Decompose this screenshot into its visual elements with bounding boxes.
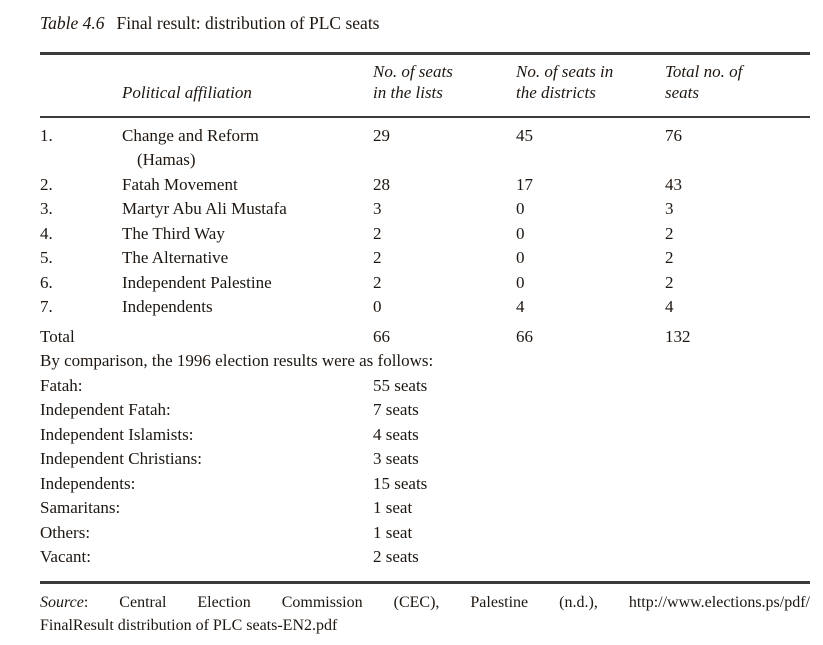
list-item: Independent Fatah: 7 seats xyxy=(40,398,810,423)
source-citation: Source: Central Election Commission (CEC… xyxy=(40,591,810,637)
table-row: 3. Martyr Abu Ali Mustafa 3 0 3 xyxy=(40,197,810,222)
comparison-label: Fatah: xyxy=(40,375,83,395)
row-seats-lists: 3 xyxy=(373,199,382,218)
list-item: Independent Christians: 3 seats xyxy=(40,447,810,472)
row-seats-districts: 17 xyxy=(516,174,533,194)
comparison-value: 1 seat xyxy=(373,498,413,517)
row-seats-total: 2 xyxy=(665,272,674,292)
table-row: 7. Independents 0 4 4 xyxy=(40,295,810,320)
row-number: 3. xyxy=(40,199,53,218)
total-seats-total: 132 xyxy=(665,326,691,346)
table-row: 5. The Alternative 2 0 2 xyxy=(40,246,810,271)
comparison-value: 2 seats xyxy=(373,547,419,566)
row-affiliation: Martyr Abu Ali Mustafa xyxy=(122,199,287,218)
row-seats-districts: 4 xyxy=(516,297,525,316)
row-seats-lists: 0 xyxy=(373,297,382,316)
row-number: 1. xyxy=(40,125,53,145)
row-seats-total: 43 xyxy=(665,174,682,194)
table-caption: Table 4.6 Final result: distribution of P… xyxy=(40,0,810,35)
row-seats-total: 2 xyxy=(665,248,674,267)
row-seats-total: 76 xyxy=(665,125,682,145)
row-seats-lists: 2 xyxy=(373,223,382,243)
header-political-affiliation: Political affiliation xyxy=(122,83,252,102)
page-content: Table 4.6 Final result: distribution of P… xyxy=(40,0,810,637)
table-row: 4. The Third Way 2 0 2 xyxy=(40,222,810,247)
list-item: Others: 1 seat xyxy=(40,521,810,546)
table-top-rule xyxy=(40,52,810,55)
comparison-value: 55 seats xyxy=(373,375,428,395)
row-seats-districts: 0 xyxy=(516,272,525,292)
table-bottom-rule xyxy=(40,580,810,584)
source-line-2: FinalResult distribution of PLC seats-EN… xyxy=(40,616,338,634)
source-label: Source xyxy=(40,593,84,611)
comparison-label: Vacant: xyxy=(40,547,91,566)
table-body: 1. Change and Reform (Hamas) 29 45 76 2.… xyxy=(40,118,810,320)
source-line-1: Source: Central Election Commission (CEC… xyxy=(40,591,810,614)
comparison-value: 4 seats xyxy=(373,424,419,444)
row-seats-lists: 2 xyxy=(373,272,382,292)
table-number: Table 4.6 xyxy=(40,13,105,33)
row-number: 7. xyxy=(40,297,53,316)
row-affiliation: The Alternative xyxy=(122,248,229,267)
total-label: Total xyxy=(40,326,75,346)
comparison-label: Samaritans: xyxy=(40,498,121,517)
table-total-row: Total 66 66 132 xyxy=(40,325,810,350)
table-row: 1. Change and Reform (Hamas) 29 45 76 xyxy=(40,124,810,173)
comparison-value: 7 seats xyxy=(373,400,419,419)
row-seats-districts: 0 xyxy=(516,199,525,218)
row-affiliation: Fatah Movement xyxy=(122,174,238,194)
comparison-label: Independent Islamists: xyxy=(40,424,194,444)
comparison-label: Others: xyxy=(40,522,91,542)
comparison-value: 3 seats xyxy=(373,449,419,468)
row-seats-lists: 2 xyxy=(373,248,382,267)
header-seats-districts: No. of seats in the districts xyxy=(516,62,614,102)
row-affiliation: The Third Way xyxy=(122,223,225,243)
row-number: 4. xyxy=(40,223,53,243)
row-affiliation: Independent Palestine xyxy=(122,272,272,292)
list-item: Vacant: 2 seats xyxy=(40,545,810,570)
row-seats-total: 4 xyxy=(665,297,674,316)
table-header-row: Political affiliation No. of seats in th… xyxy=(40,55,810,116)
row-seats-districts: 45 xyxy=(516,125,533,145)
comparison-label: Independent Christians: xyxy=(40,449,202,468)
comparison-label: Independent Fatah: xyxy=(40,400,171,419)
row-number: 6. xyxy=(40,272,53,292)
comparison-label: Independents: xyxy=(40,473,136,493)
header-total-seats: Total no. of seats xyxy=(665,62,743,102)
row-seats-total: 3 xyxy=(665,199,674,218)
comparison-value: 1 seat xyxy=(373,522,413,542)
row-affiliation: Independents xyxy=(122,297,213,316)
comparison-intro: By comparison, the 1996 election results… xyxy=(40,351,434,370)
header-seats-lists: No. of seats in the lists xyxy=(373,62,453,102)
row-seats-lists: 28 xyxy=(373,174,390,194)
source-text: : Central Election Commission (CEC), Pal… xyxy=(83,593,810,611)
list-item: Samaritans: 1 seat xyxy=(40,496,810,521)
row-number: 5. xyxy=(40,248,53,267)
list-item: Fatah: 55 seats xyxy=(40,374,810,399)
row-affiliation: Change and Reform (Hamas) xyxy=(122,125,259,170)
table-row: 2. Fatah Movement 28 17 43 xyxy=(40,173,810,198)
table-row: 6. Independent Palestine 2 0 2 xyxy=(40,271,810,296)
row-number: 2. xyxy=(40,174,53,194)
table-title-text: Final result: distribution of PLC seats xyxy=(116,13,380,33)
total-seats-districts: 66 xyxy=(516,326,533,346)
row-seats-districts: 0 xyxy=(516,223,525,243)
comparison-1996-block: By comparison, the 1996 election results… xyxy=(40,349,810,570)
table-header-rule xyxy=(40,116,810,118)
list-item: Independents: 15 seats xyxy=(40,472,810,497)
total-seats-lists: 66 xyxy=(373,326,390,346)
list-item: Independent Islamists: 4 seats xyxy=(40,423,810,448)
row-seats-districts: 0 xyxy=(516,248,525,267)
row-seats-total: 2 xyxy=(665,223,674,243)
comparison-value: 15 seats xyxy=(373,473,428,493)
row-seats-lists: 29 xyxy=(373,125,390,145)
